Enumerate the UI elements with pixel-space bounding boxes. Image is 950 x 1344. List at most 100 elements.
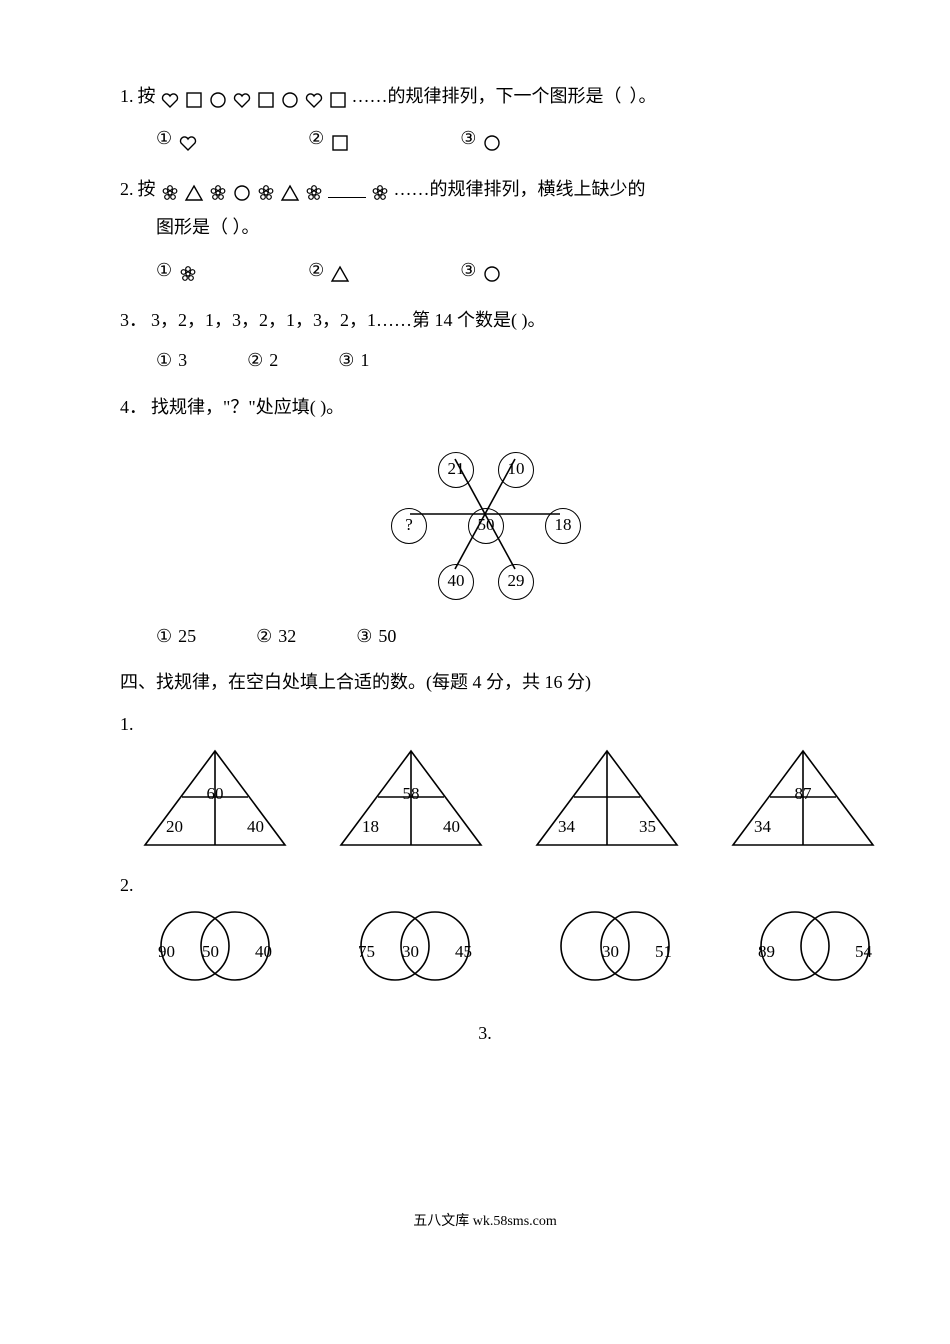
tri-br: 40 xyxy=(247,812,264,843)
venn-left: 89 xyxy=(758,937,775,968)
q2-option-2[interactable]: ② xyxy=(308,254,350,286)
star-bot-right: 29 xyxy=(498,564,534,600)
flower-icon xyxy=(178,261,198,279)
tri-br: 40 xyxy=(443,812,460,843)
square-icon xyxy=(184,87,204,105)
q4-number: 4． xyxy=(120,391,147,423)
q4-option-1[interactable]: ① 25 xyxy=(156,620,196,652)
circled-number: ③ xyxy=(356,620,372,652)
circle-icon xyxy=(280,87,300,105)
q2-prefix: 按 xyxy=(138,173,156,205)
s4-q3-label: 3. xyxy=(120,1017,850,1049)
option-value: 50 xyxy=(378,620,396,652)
q3-option-3[interactable]: ③ 1 xyxy=(338,344,369,376)
flower-icon xyxy=(160,180,180,198)
question-1: 1. 按 ……的规律排列，下一个图形是（ ）。 ① ② ③ xyxy=(120,80,850,155)
tri-bl: 34 xyxy=(558,812,575,843)
star-left-blank[interactable]: ? xyxy=(391,508,427,544)
option-value: 25 xyxy=(178,620,196,652)
heart-icon xyxy=(160,87,180,105)
heart-icon xyxy=(232,87,252,105)
venn-mid: 30 xyxy=(602,937,619,968)
s4-q1-label: 1. xyxy=(120,708,850,740)
q1-option-1[interactable]: ① xyxy=(156,122,198,154)
q4-star-diagram: 50 21 10 18 29 40 ? xyxy=(120,429,850,609)
q2-option-1[interactable]: ① xyxy=(156,254,198,286)
venn-mid: 50 xyxy=(202,937,219,968)
heart-icon xyxy=(304,87,324,105)
circled-number: ① xyxy=(156,344,172,376)
q1-number: 1. xyxy=(120,80,134,112)
circled-number: ① xyxy=(156,254,172,286)
star-center: 50 xyxy=(468,508,504,544)
circle-icon xyxy=(482,261,502,279)
triangle-item: 58 18 40 xyxy=(336,745,486,855)
option-value: 2 xyxy=(269,344,278,376)
flower-icon xyxy=(370,180,390,198)
star-right: 18 xyxy=(545,508,581,544)
circled-number: ① xyxy=(156,122,172,154)
q1-after: ……的规律排列，下一个图形是（ xyxy=(352,80,622,112)
q2-after: ……的规律排列，横线上缺少的 xyxy=(394,173,646,205)
tri-bl: 18 xyxy=(362,812,379,843)
star-bot-left: 40 xyxy=(438,564,474,600)
s4-q2-venns: 90 50 40 75 30 45 30 51 89 54 xyxy=(120,903,850,989)
q4-line: 4． 找规律，"？"处应填( )。 xyxy=(120,391,850,423)
q2-line2: 图形是（ ）。 xyxy=(120,211,850,243)
venn-right: 40 xyxy=(255,937,272,968)
answer-blank[interactable] xyxy=(328,179,366,198)
q3-option-2[interactable]: ② 2 xyxy=(247,344,278,376)
circled-number: ③ xyxy=(338,344,354,376)
circled-number: ② xyxy=(308,254,324,286)
square-icon xyxy=(328,87,348,105)
s4-q2-label: 2. xyxy=(120,869,850,901)
q3-number: 3． xyxy=(120,304,147,336)
question-2: 2. 按 ……的规律排列，横线上缺少的 图形是（ ）。 ① ② ③ xyxy=(120,173,850,286)
flower-icon xyxy=(208,180,228,198)
circle-icon xyxy=(208,87,228,105)
q2-number: 2. xyxy=(120,173,134,205)
option-value: 1 xyxy=(360,344,369,376)
venn-right: 51 xyxy=(655,937,672,968)
q2-option-3[interactable]: ③ xyxy=(460,254,502,286)
q1-option-3[interactable]: ③ xyxy=(460,122,502,154)
flower-icon xyxy=(304,180,324,198)
q2-options: ① ② ③ xyxy=(120,254,850,286)
flower-icon xyxy=(256,180,276,198)
q4-options: ① 25 ② 32 ③ 50 xyxy=(120,620,850,652)
star-top-left: 21 xyxy=(438,452,474,488)
star-top-right: 10 xyxy=(498,452,534,488)
tri-bl: 20 xyxy=(166,812,183,843)
q4-option-3[interactable]: ③ 50 xyxy=(356,620,396,652)
option-value: 3 xyxy=(178,344,187,376)
triangle-item: 60 20 40 xyxy=(140,745,290,855)
q1-option-2[interactable]: ② xyxy=(308,122,350,154)
q4-option-2[interactable]: ② 32 xyxy=(256,620,296,652)
question-4: 4． 找规律，"？"处应填( )。 50 21 10 18 29 40 ? xyxy=(120,391,850,652)
triangle-item: 34 35 xyxy=(532,745,682,855)
circled-number: ③ xyxy=(460,122,476,154)
venn-item: 90 50 40 xyxy=(140,903,290,989)
q1-close: ）。 xyxy=(630,80,657,112)
q3-option-1[interactable]: ① 3 xyxy=(156,344,187,376)
square-icon xyxy=(256,87,276,105)
triangle-icon xyxy=(280,180,300,198)
section-4-header: 四、找规律，在空白处填上合适的数。(每题 4 分，共 16 分) xyxy=(120,666,850,698)
tri-br: 35 xyxy=(639,812,656,843)
venn-item: 89 54 xyxy=(740,903,890,989)
q4-text: 找规律，"？"处应填( )。 xyxy=(151,391,344,423)
circled-number: ② xyxy=(256,620,272,652)
circled-number: ① xyxy=(156,620,172,652)
q3-line: 3． 3，2，1，3，2，1，3，2，1……第 14 个数是( )。 xyxy=(120,304,850,336)
circle-icon xyxy=(482,130,502,148)
page-footer: 五八文库 wk.58sms.com xyxy=(120,1209,850,1234)
venn-right: 45 xyxy=(455,937,472,968)
venn-left: 90 xyxy=(158,937,175,968)
q3-text: 3，2，1，3，2，1，3，2，1……第 14 个数是( )。 xyxy=(151,304,546,336)
q3-options: ① 3 ② 2 ③ 1 xyxy=(120,344,850,376)
venn-mid: 30 xyxy=(402,937,419,968)
circled-number: ② xyxy=(247,344,263,376)
circle-icon xyxy=(232,180,252,198)
tri-bl: 34 xyxy=(754,812,771,843)
triangle-icon xyxy=(184,180,204,198)
